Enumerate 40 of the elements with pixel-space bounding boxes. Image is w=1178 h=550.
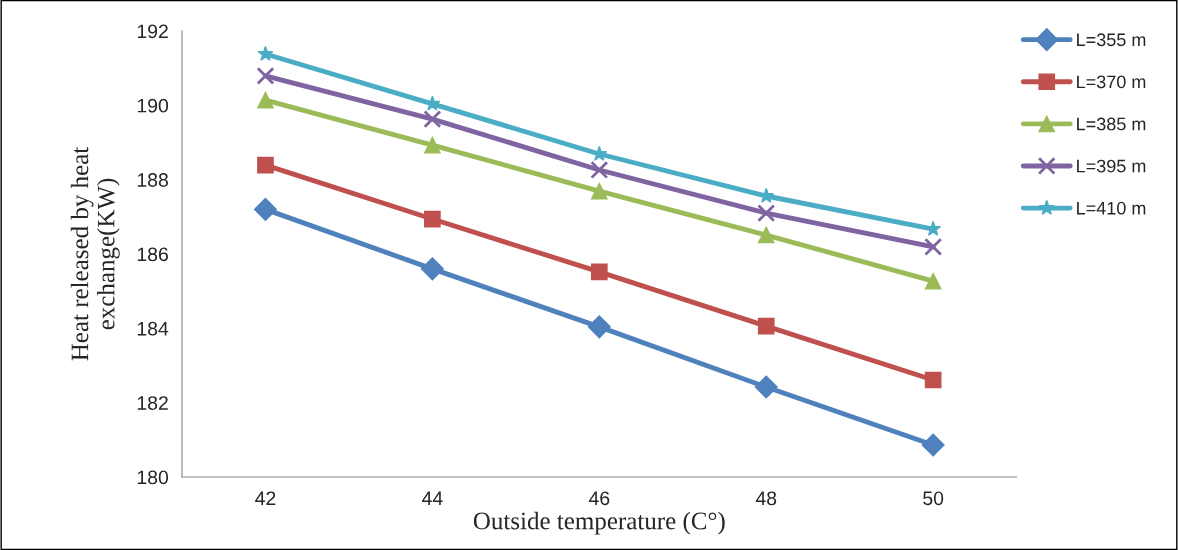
- point: [424, 136, 441, 154]
- point: [257, 156, 274, 174]
- point: [253, 197, 277, 221]
- x-axis-title: Outside temperature (C°): [473, 511, 725, 535]
- x-tick-label: 44: [422, 491, 443, 505]
- y-tick-label: 188: [137, 173, 168, 187]
- point: [257, 91, 274, 109]
- point: [924, 371, 942, 389]
- x-tick-label: 46: [588, 491, 610, 506]
- x-tick-label: 48: [755, 491, 777, 506]
- legend-label: L=355 m: [1077, 33, 1146, 47]
- point: [757, 204, 776, 223]
- y-axis-title: Heat released by heat exchange(KW): [70, 146, 120, 361]
- point: [590, 160, 609, 180]
- y-tick-label: 190: [137, 98, 169, 113]
- y-tick-label: 186: [137, 247, 168, 262]
- y-tick-label: 192: [137, 24, 168, 39]
- point: [587, 315, 611, 339]
- point: [424, 210, 441, 228]
- point: [420, 257, 444, 281]
- y-tick-label: 180: [137, 470, 169, 485]
- x-tick-label: 42: [255, 491, 276, 505]
- point: [256, 66, 275, 85]
- legend-label: L=385 m: [1077, 117, 1146, 131]
- point: [590, 182, 608, 200]
- y-tick-label: 182: [137, 396, 168, 410]
- y-tick-label: 184: [137, 321, 169, 336]
- point: [757, 317, 775, 335]
- point: [754, 375, 778, 399]
- legend-label: L=395 m: [1077, 159, 1146, 173]
- x-tick-label: 50: [923, 491, 944, 506]
- point: [590, 263, 608, 281]
- point: [757, 226, 775, 244]
- point: [924, 272, 942, 290]
- point: [924, 237, 943, 256]
- legend-label: L=410 m: [1077, 201, 1146, 215]
- point: [921, 433, 945, 457]
- point: [257, 45, 274, 61]
- point: [423, 110, 442, 129]
- legend-label: L=370 m: [1077, 75, 1146, 89]
